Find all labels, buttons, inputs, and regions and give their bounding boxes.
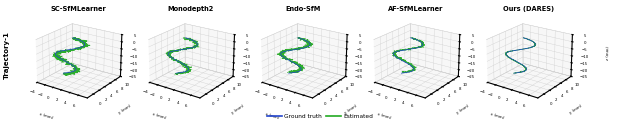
Title: Endo-SfM: Endo-SfM	[285, 6, 321, 11]
Title: SC-SfMLearner: SC-SfMLearner	[50, 6, 106, 11]
Text: Trajectory-1: Trajectory-1	[3, 32, 10, 79]
X-axis label: x (mm): x (mm)	[264, 112, 279, 120]
X-axis label: x (mm): x (mm)	[377, 112, 392, 120]
X-axis label: x (mm): x (mm)	[152, 112, 166, 120]
Y-axis label: y (mm): y (mm)	[118, 104, 132, 115]
Y-axis label: y (mm): y (mm)	[569, 104, 583, 115]
X-axis label: x (mm): x (mm)	[490, 112, 504, 120]
Y-axis label: y (mm): y (mm)	[344, 104, 358, 115]
Y-axis label: y (mm): y (mm)	[231, 104, 245, 115]
Title: AF-SfMLearner: AF-SfMLearner	[388, 6, 444, 11]
Y-axis label: y (mm): y (mm)	[456, 104, 470, 115]
Title: Monodepth2: Monodepth2	[168, 6, 214, 11]
X-axis label: x (mm): x (mm)	[39, 112, 54, 120]
Title: Ours (DARES): Ours (DARES)	[503, 6, 554, 11]
Legend: Ground truth, Estimated: Ground truth, Estimated	[264, 112, 376, 122]
